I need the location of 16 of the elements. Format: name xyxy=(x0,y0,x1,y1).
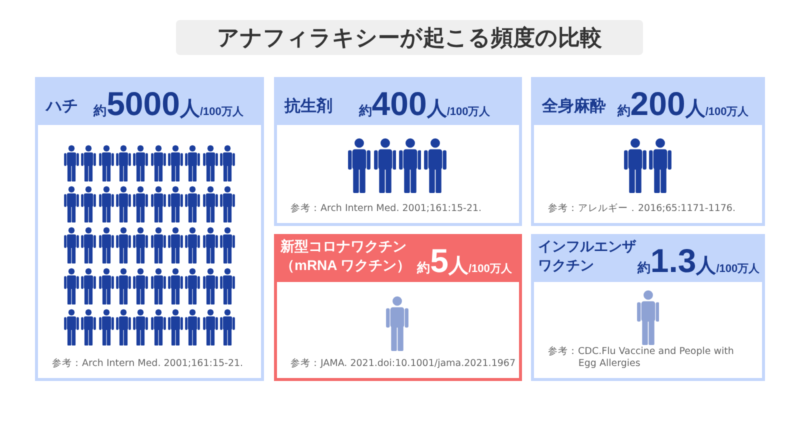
data-label: 約200人/100万人 xyxy=(617,85,749,122)
text: 参考：Arch Intern Med. 2001;161:15-21. xyxy=(52,358,244,370)
category-label: 新型コロナワクチン（mRNA ワクチン） xyxy=(280,237,412,275)
data-label: 約5人/100万人 xyxy=(417,242,512,279)
data-label: 約5000人/100万人 xyxy=(94,85,244,122)
data-label: 約400人/100万人 xyxy=(358,85,490,122)
text: 参考：Arch Intern Med. 2001;161:15-21. xyxy=(290,203,483,215)
text: アナフィラキシーが起こる頻度の比較 xyxy=(217,24,602,52)
text: 参考：CDC.Flu Vaccine and People with Egg Allergies xyxy=(548,346,735,370)
data-label: 約1.3人/100万人 xyxy=(637,242,760,279)
category-label: ハチ xyxy=(44,97,78,117)
text: 参考：アレルギー．2016;65:1171-1176. xyxy=(548,203,736,215)
text: 参考：JAMA. 2021.doi:10.1001/jama.2021.1967 xyxy=(290,358,516,370)
category-label: 抗生剤 xyxy=(283,97,332,117)
category-label: 全身麻酔 xyxy=(540,97,606,117)
category-label: インフルエンザワクチン xyxy=(538,237,637,275)
